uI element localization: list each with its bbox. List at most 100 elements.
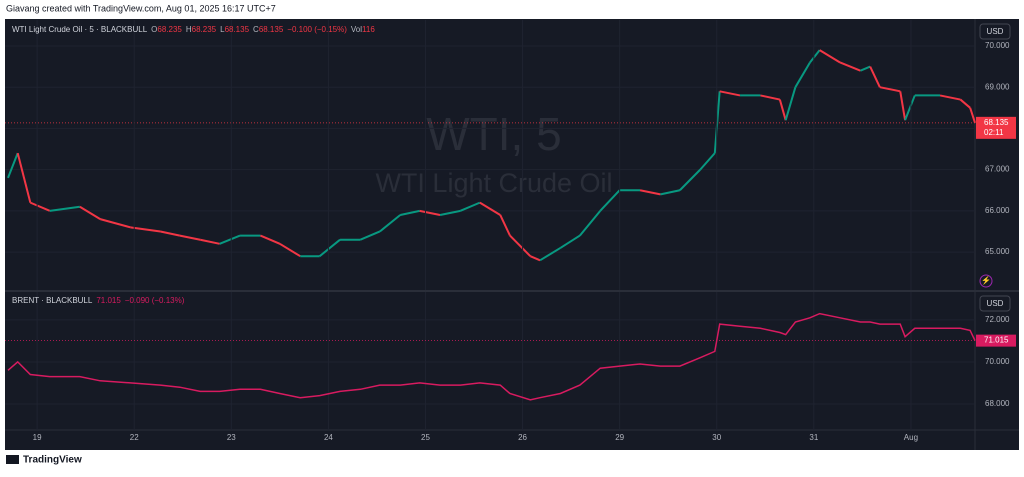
price-segment: [16, 152, 32, 203]
header-text: Giavang created with TradingView.com, Au…: [6, 3, 276, 13]
y-tick-label: 72.000: [985, 315, 1010, 324]
alert-icon[interactable]: [979, 274, 993, 288]
price-segment: [499, 214, 511, 237]
price-segment: [529, 255, 541, 262]
price-segment: [579, 210, 602, 237]
y-tick-label: 70.000: [985, 357, 1010, 366]
legend: BRENT · BLACKBULL 71.015 −0.090 (−0.13%): [12, 296, 185, 305]
legend-value: 68.135: [225, 25, 250, 34]
x-tick-label: Aug: [904, 433, 918, 442]
price-tag: [976, 334, 1016, 347]
y-tick-label: 70.000: [985, 41, 1010, 50]
price-segment: [969, 107, 976, 124]
x-tick-label: 19: [33, 433, 42, 442]
watermark-name: WTI Light Crude Oil: [375, 168, 612, 198]
countdown-label: 02:11: [984, 128, 1004, 137]
logo-icon: [6, 455, 19, 464]
price-segment: [869, 66, 881, 88]
price-segment: [219, 234, 241, 245]
legend-value: 71.015: [96, 296, 121, 305]
x-tick-label: 31: [809, 433, 818, 442]
currency-label[interactable]: USD: [987, 299, 1004, 308]
price-segment: [49, 205, 80, 212]
price-segment: [879, 86, 901, 93]
legend-title: WTI Light Crude Oil · 5 · BLACKBULL: [12, 25, 148, 34]
price-segment: [400, 209, 420, 216]
price-tag-label: 68.135: [984, 118, 1009, 127]
price-segment: [660, 189, 681, 196]
x-tick-label: 23: [227, 433, 236, 442]
price-segment: [904, 95, 916, 121]
x-tick-label: 30: [712, 433, 721, 442]
legend-value: 68.235: [192, 25, 217, 34]
legend-change: −0.100 (−0.15%): [287, 25, 347, 34]
price-segment: [784, 86, 797, 121]
price-segment: [679, 168, 701, 191]
price-segment: [760, 94, 781, 101]
price-segment: [899, 91, 907, 121]
price-segment: [559, 234, 581, 249]
price-segment: [419, 209, 441, 216]
price-segment: [539, 247, 561, 262]
currency-button[interactable]: [979, 295, 1011, 312]
y-tick-label: 65.000: [985, 247, 1010, 256]
footer-brand: TradingView: [23, 455, 82, 466]
legend-value: 68.135: [259, 25, 284, 34]
price-segment: [200, 238, 220, 245]
legend-key: C: [253, 25, 259, 34]
price-segment: [959, 98, 971, 109]
legend: WTI Light Crude Oil · 5 · BLACKBULL O68.2…: [12, 25, 375, 34]
legend-value: 68.235: [157, 25, 182, 34]
x-tick-label: 24: [324, 433, 333, 442]
price-segment: [639, 189, 661, 196]
price-segment: [699, 152, 716, 171]
price-segment: [819, 49, 841, 64]
x-tick-label: 22: [130, 433, 139, 442]
legend-key: H: [186, 25, 192, 34]
x-tick-label: 26: [518, 433, 527, 442]
price-segment: [479, 201, 501, 216]
legend-value: 116: [362, 25, 375, 34]
price-line: [7, 312, 976, 401]
legend-key: O: [151, 25, 157, 34]
legend-key: Vol: [351, 25, 362, 34]
plot-layer: [5, 20, 976, 430]
price-tag-label: 71.015: [984, 336, 1009, 345]
y-tick-label: 69.000: [985, 82, 1010, 91]
price-segment: [599, 189, 621, 212]
currency-label[interactable]: USD: [987, 27, 1004, 36]
watermark: WTI, 5 WTI Light Crude Oil: [375, 108, 612, 198]
price-segment: [130, 226, 161, 233]
price-segment: [99, 218, 131, 229]
price-segment: [279, 242, 301, 258]
price-segment: [839, 61, 861, 72]
price-segment: [29, 201, 51, 212]
y-tick-label: 68.000: [985, 399, 1010, 408]
price-segment: [719, 90, 741, 97]
price-segment: [809, 49, 821, 64]
x-tick-label: 25: [421, 433, 430, 442]
price-segment: [160, 230, 181, 237]
price-segment: [319, 238, 341, 257]
price-segment: [939, 94, 961, 101]
price-segment: [778, 99, 787, 121]
watermark-symbol: WTI, 5: [426, 108, 561, 160]
legend-change: −0.090 (−0.13%): [125, 296, 185, 305]
price-segment: [794, 61, 811, 88]
price-segment: [439, 209, 461, 216]
y-tick-label: 66.000: [985, 206, 1010, 215]
legend-key: L: [220, 25, 225, 34]
price-segment: [509, 234, 532, 257]
currency-button[interactable]: [979, 23, 1011, 40]
price-segment: [860, 65, 871, 72]
price-segment: [79, 205, 101, 220]
alert-icon-glyph[interactable]: ⚡: [981, 275, 991, 285]
price-segment: [7, 152, 19, 179]
price-tag: [976, 116, 1016, 139]
price-segment: [379, 214, 401, 233]
y-tick-label: 67.000: [985, 165, 1010, 174]
price-segment: [260, 234, 281, 245]
price-segment: [360, 230, 381, 241]
